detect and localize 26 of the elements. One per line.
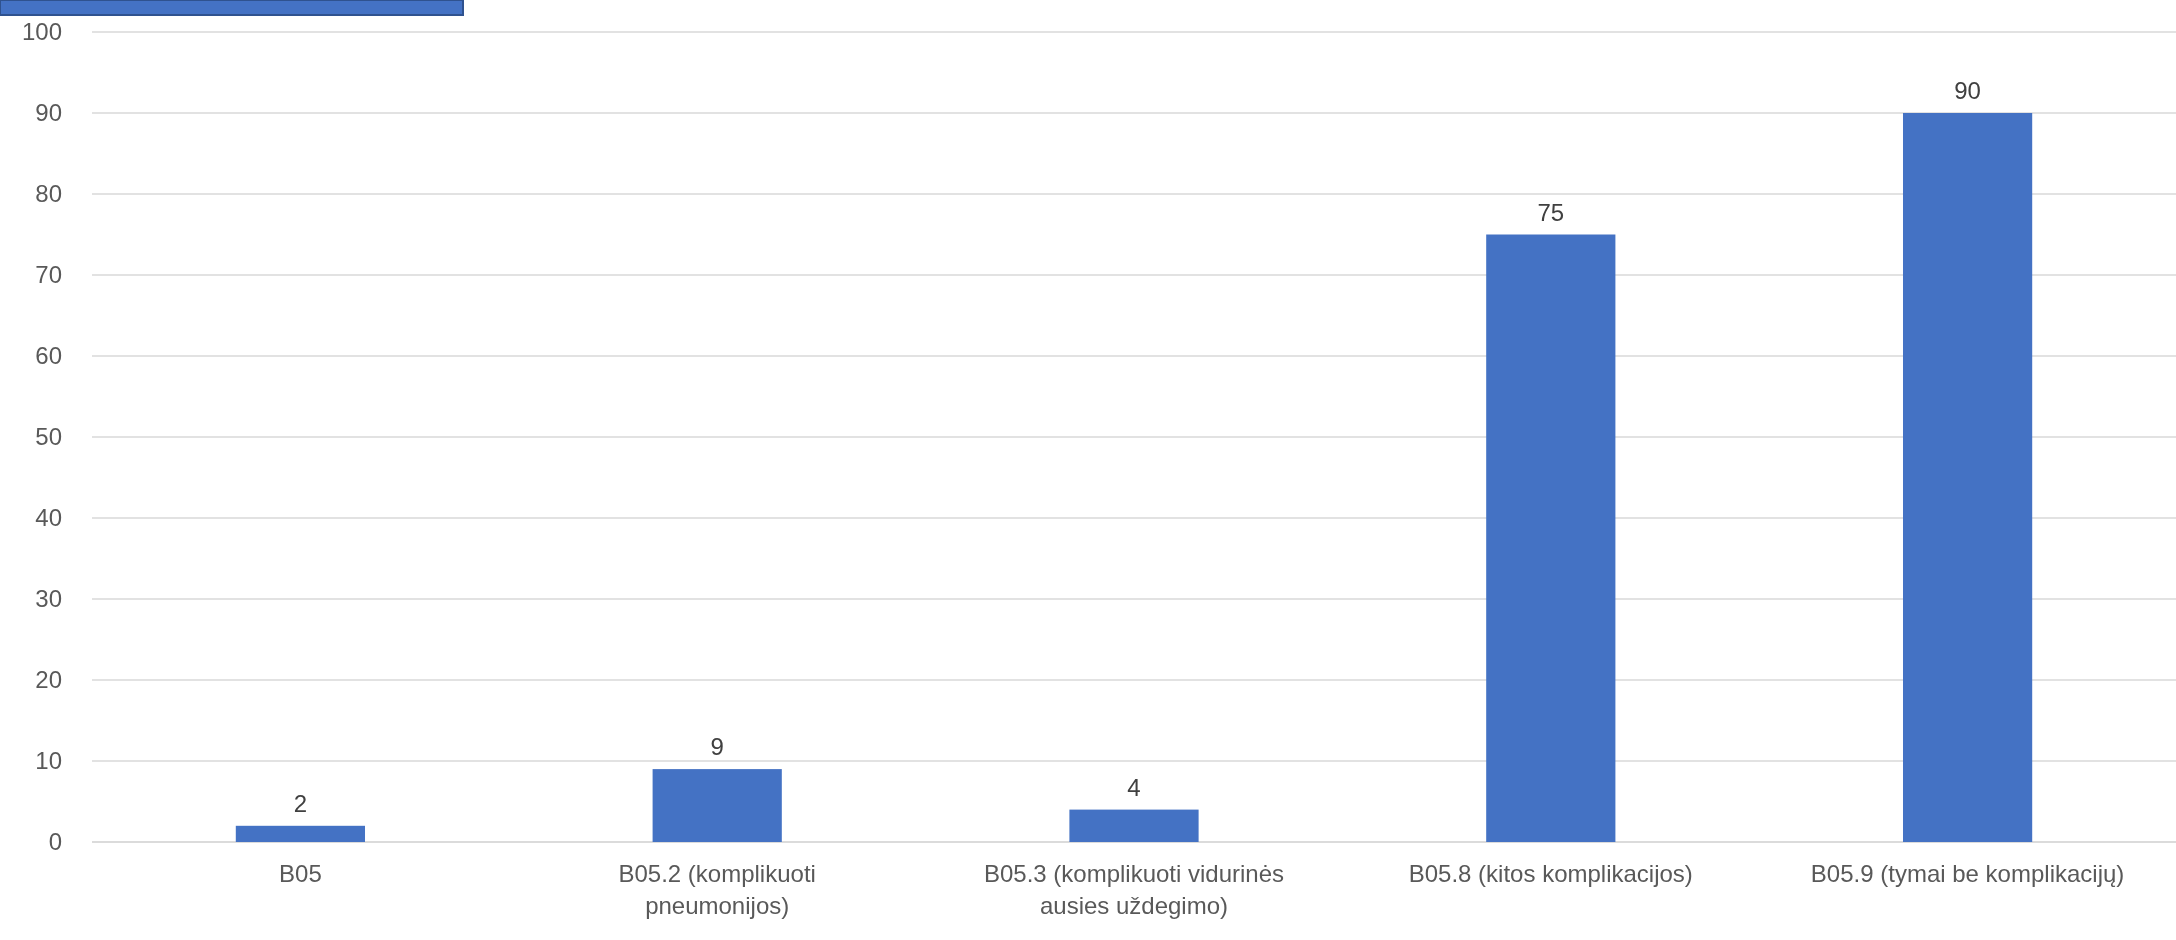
- data-label: 90: [1954, 77, 1981, 104]
- x-tick-label: B05.2 (komplikuoti pneumonijos): [618, 860, 816, 919]
- x-tick-label: B05: [279, 860, 322, 887]
- y-tick-label: 100: [21, 18, 62, 46]
- data-label: 2: [293, 789, 308, 817]
- y-tick-label: 80: [35, 180, 62, 208]
- bar: [1069, 809, 1199, 842]
- y-tick-label: 60: [35, 342, 62, 370]
- y-tick-label: 10: [35, 747, 62, 775]
- y-tick-label: 50: [35, 423, 62, 451]
- bar: [1486, 234, 1616, 842]
- y-tick-label: 30: [35, 585, 62, 613]
- y-tick-label: 90: [35, 99, 62, 127]
- data-label: 75: [1537, 198, 1565, 226]
- data-label: 9: [710, 733, 724, 761]
- y-tick-label: 40: [35, 504, 62, 532]
- bar: [235, 825, 365, 842]
- x-tick-label: B05.8 (kitos komplikacijos): [1408, 860, 1693, 887]
- bar: [652, 769, 782, 842]
- y-tick-label: 70: [35, 261, 62, 289]
- data-label: 4: [1127, 773, 1141, 801]
- x-tick-label: B05.9 (tymai be komplikacijų): [1810, 860, 2125, 887]
- bar: [1903, 113, 2033, 842]
- y-tick-label: 0: [48, 828, 62, 856]
- y-tick-label: 20: [35, 666, 62, 694]
- x-tick-label: B05.3 (komplikuoti vidurinės ausies uždegimo): [983, 860, 1285, 919]
